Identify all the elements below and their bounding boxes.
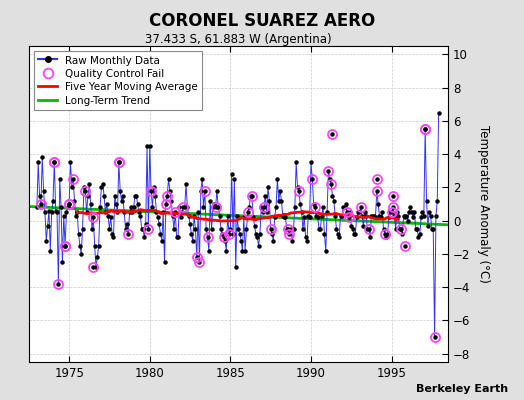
Y-axis label: Temperature Anomaly (°C): Temperature Anomaly (°C) — [477, 125, 490, 283]
Text: CORONEL SUAREZ AERO: CORONEL SUAREZ AERO — [149, 12, 375, 30]
Text: Berkeley Earth: Berkeley Earth — [416, 384, 508, 394]
Legend: Raw Monthly Data, Quality Control Fail, Five Year Moving Average, Long-Term Tren: Raw Monthly Data, Quality Control Fail, … — [34, 51, 202, 110]
Title: 37.433 S, 61.883 W (Argentina): 37.433 S, 61.883 W (Argentina) — [145, 33, 332, 46]
